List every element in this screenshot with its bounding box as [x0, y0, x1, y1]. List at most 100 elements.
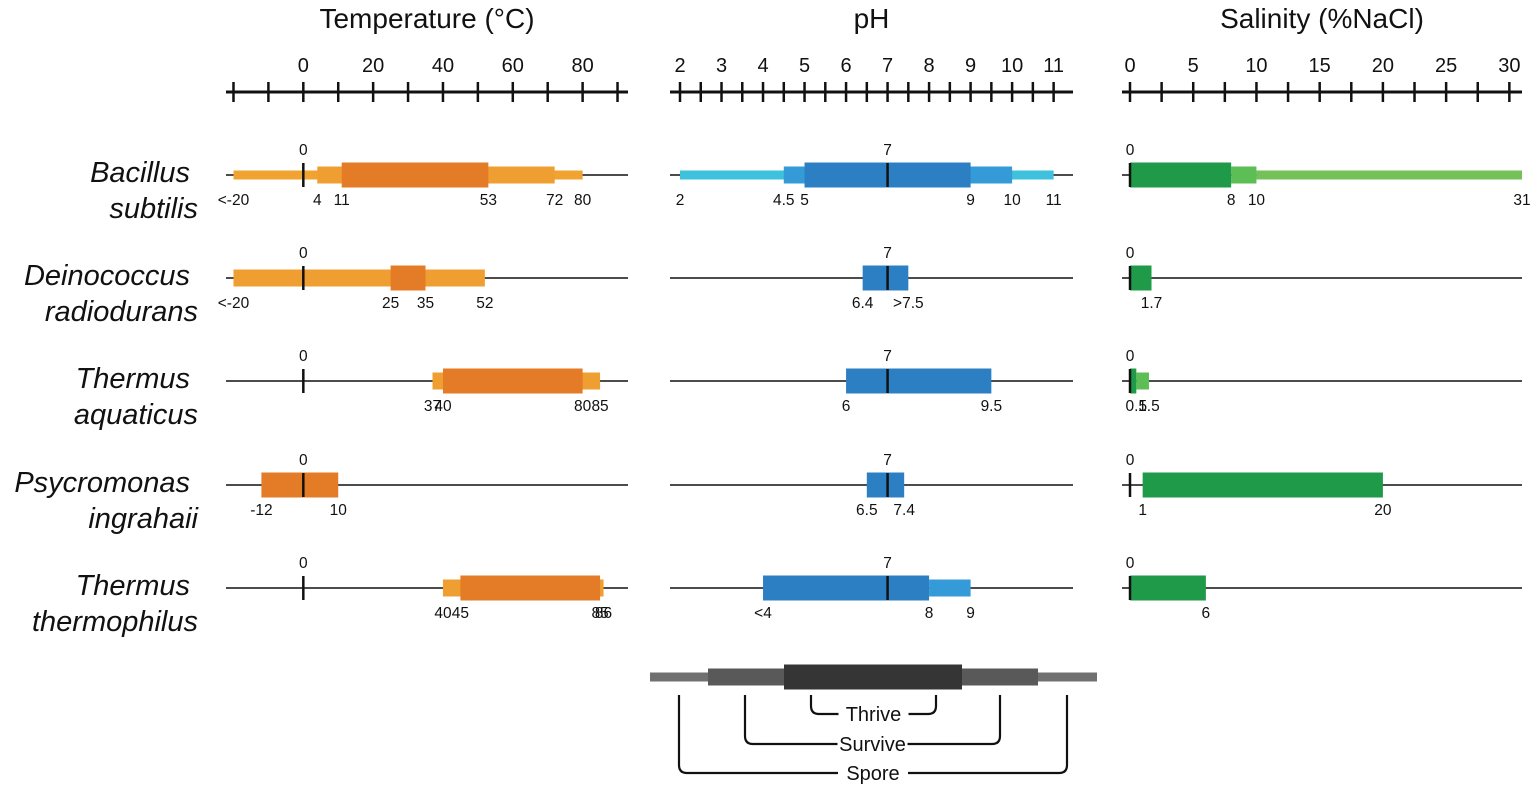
range-value-label: 10 — [1003, 192, 1021, 209]
range-value-label: -12 — [250, 502, 272, 519]
thrive-range-bar — [1130, 575, 1206, 601]
range-value-label: 6.5 — [856, 502, 878, 519]
legend-bracket-right — [908, 695, 938, 716]
legend-bracket-left — [677, 695, 838, 775]
range-row: 7 6.4 >7.5 — [670, 245, 1073, 312]
reference-label: 0 — [1126, 555, 1135, 572]
axis-tick-label: 25 — [1435, 55, 1457, 77]
range-value-label: 4.5 — [773, 192, 795, 209]
range-value-label: 52 — [476, 295, 493, 312]
thrive-range-bar — [1130, 265, 1152, 291]
thrive-range-bar — [341, 162, 489, 188]
axis-tick-label: 0 — [298, 55, 309, 77]
axis-tick-label: 8 — [924, 55, 935, 77]
thrive-range-bar — [1130, 368, 1137, 394]
range-value-label: 40 — [434, 605, 452, 622]
range-row: 76 9.5 — [670, 348, 1073, 415]
range-value-label: 1.7 — [1141, 295, 1163, 312]
axis-tick-label: 80 — [571, 55, 593, 77]
thrive-range-bar — [1142, 472, 1383, 498]
range-value-label: 1 — [1138, 502, 1147, 519]
axis-tick-label: 6 — [840, 55, 851, 77]
axis-tick-label: 10 — [1245, 55, 1267, 77]
species-name-line1: Psycromonas — [14, 467, 190, 499]
axis-tick-label: 11 — [1043, 55, 1064, 77]
range-value-label: 6.4 — [852, 295, 874, 312]
range-value-label: 45 — [452, 605, 469, 622]
survive-range-bar — [233, 269, 485, 287]
legend-label: Thrive — [846, 704, 902, 726]
reference-label: 7 — [883, 245, 892, 262]
range-value-label: 85 — [591, 398, 608, 415]
range-value-label: 10 — [330, 502, 348, 519]
range-value-label: 35 — [417, 295, 434, 312]
thrive-range-bar — [442, 368, 583, 394]
range-value-label: 1.5 — [1138, 398, 1160, 415]
range-value-label: 5 — [800, 192, 809, 209]
thrive-range-bar — [846, 368, 992, 394]
thrive-range-bar — [862, 265, 909, 291]
legend-label: Survive — [839, 734, 906, 756]
range-value-label: 20 — [1374, 502, 1392, 519]
range-value-label: 11 — [1046, 192, 1062, 209]
range-value-label: 0.5 — [1126, 398, 1148, 415]
reference-label: 7 — [883, 452, 892, 469]
axis-tick-label: 60 — [502, 55, 524, 77]
range-value-label: 8 — [925, 605, 934, 622]
legend-bracket-left — [743, 695, 838, 746]
range-value-label: 11 — [334, 192, 350, 209]
survive-range-bar — [929, 579, 971, 597]
range-row: 01.7 — [1122, 245, 1522, 312]
range-value-label: 8 — [1227, 192, 1236, 209]
panel-temperature: Temperature (°C)0 20 40 60 800<-20 4 11 53 72 800… — [218, 3, 628, 622]
reference-label: 0 — [1126, 245, 1135, 262]
range-row: 06 — [1122, 555, 1522, 622]
species-name-line1: Thermus — [76, 363, 190, 395]
legend-thrive-bracket: Thrive — [809, 695, 938, 726]
species-label: Bacillus subtilis — [90, 157, 198, 225]
axis-tick-label: 0 — [1124, 55, 1135, 77]
thrive-range-bar — [866, 472, 905, 498]
thrive-range-bar — [261, 472, 339, 498]
thrive-range-bar — [1130, 162, 1232, 188]
range-value-label: 72 — [546, 192, 563, 209]
species-name-line1: Deinococcus — [24, 260, 190, 292]
species-label: Thermus aquaticus — [74, 363, 198, 431]
legend-survive-bracket: Survive — [743, 695, 1002, 756]
range-value-label: 40 — [434, 398, 452, 415]
axis-tick-label: 9 — [965, 55, 976, 77]
range-value-label: 9 — [966, 605, 975, 622]
range-value-label: >7.5 — [893, 295, 924, 312]
axis-tick-label: 20 — [362, 55, 384, 77]
range-value-label: 6 — [1202, 605, 1211, 622]
thrive-range-bar — [390, 265, 426, 291]
species-name-line1: Bacillus — [90, 157, 190, 189]
species-label: Psycromonas ingrahaii — [14, 467, 199, 535]
reference-label: 0 — [1126, 348, 1135, 365]
species-name-line1: Thermus — [76, 570, 190, 602]
legend-bracket-right — [907, 695, 1002, 746]
range-row: 0 <-20 4 11 53 72 80 — [218, 142, 628, 209]
range-value-label: 6 — [842, 398, 851, 415]
range-value-label: 31 — [1513, 192, 1530, 209]
range-value-label: 2 — [676, 192, 685, 209]
reference-label: 7 — [883, 142, 892, 159]
panel-title: pH — [854, 3, 890, 34]
reference-label: 0 — [1126, 452, 1135, 469]
reference-label: 0 — [299, 452, 308, 469]
axis-tick-label: 5 — [1188, 55, 1199, 77]
survive-range-bar — [1136, 372, 1149, 390]
range-row: 0 1 20 — [1122, 452, 1522, 519]
axis-tick-label: 2 — [674, 55, 685, 77]
species-name-line2: ingrahaii — [88, 503, 199, 535]
range-value-label: 7.4 — [893, 502, 915, 519]
reference-label: 7 — [883, 555, 892, 572]
range-value-label: 9.5 — [981, 398, 1003, 415]
range-value-label: <-20 — [218, 295, 250, 312]
reference-label: 0 — [299, 142, 308, 159]
range-value-label: <4 — [754, 605, 772, 622]
legend-bracket-left — [809, 695, 839, 716]
